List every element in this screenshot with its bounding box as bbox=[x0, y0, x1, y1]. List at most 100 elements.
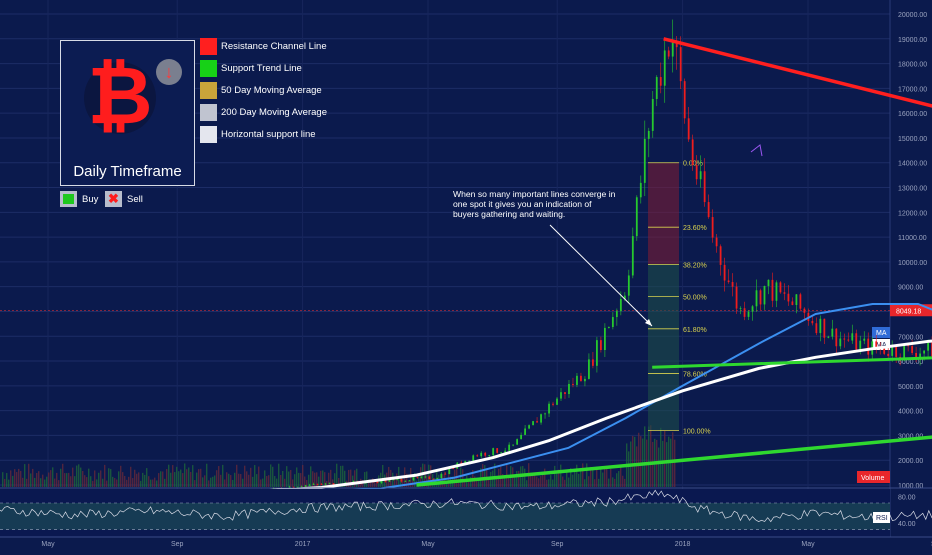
volume-bar bbox=[234, 472, 236, 487]
volume-bar bbox=[570, 468, 572, 487]
candle-body bbox=[560, 392, 562, 399]
candle-body bbox=[663, 50, 666, 86]
candle-body bbox=[915, 352, 918, 358]
volume-bar bbox=[344, 470, 346, 487]
volume-bar bbox=[268, 475, 270, 487]
volume-bar bbox=[198, 469, 200, 487]
volume-bar bbox=[288, 471, 290, 487]
volume-bar bbox=[638, 432, 640, 487]
candle-body bbox=[584, 378, 586, 382]
volume-bar bbox=[430, 465, 432, 487]
candle-body bbox=[911, 346, 914, 353]
fib-level-label: 61.80% bbox=[683, 327, 707, 334]
ma50-line bbox=[111, 303, 932, 497]
volume-bar bbox=[244, 465, 246, 487]
legend-label: 50 Day Moving Average bbox=[221, 85, 322, 96]
volume-bar bbox=[566, 469, 568, 487]
candle-body bbox=[883, 348, 886, 354]
candle-body bbox=[576, 375, 578, 385]
candle-body bbox=[316, 483, 319, 485]
volume-bar bbox=[576, 464, 578, 487]
volume-bar bbox=[266, 476, 268, 487]
candle-body bbox=[400, 479, 403, 482]
candle-body bbox=[324, 483, 327, 485]
candle-body bbox=[548, 403, 550, 414]
volume-bar bbox=[284, 478, 286, 487]
volume-bar bbox=[256, 474, 258, 487]
volume-bar bbox=[186, 469, 188, 487]
volume-bar bbox=[94, 470, 96, 487]
candle-body bbox=[799, 294, 802, 309]
volume-bar bbox=[660, 427, 662, 487]
candle-body bbox=[480, 452, 483, 457]
candle-body bbox=[596, 340, 598, 366]
candle-body bbox=[615, 311, 618, 318]
volume-bar bbox=[134, 469, 136, 487]
volume-bar bbox=[226, 472, 228, 487]
volume-bar bbox=[38, 471, 40, 487]
candle-body bbox=[775, 282, 778, 301]
volume-bar bbox=[180, 469, 182, 487]
candle-body bbox=[396, 479, 399, 480]
volume-bar bbox=[366, 471, 368, 487]
candle-body bbox=[520, 434, 522, 440]
volume-bar bbox=[176, 466, 178, 487]
volume-bar bbox=[140, 480, 142, 487]
volume-bar bbox=[494, 463, 496, 487]
volume-bar bbox=[222, 464, 224, 487]
candle-body bbox=[440, 473, 443, 479]
candle-body bbox=[655, 77, 658, 99]
candle-body bbox=[783, 292, 786, 294]
volume-bar bbox=[120, 465, 122, 487]
candle-body bbox=[564, 392, 566, 395]
fib-level-label: 38.20% bbox=[683, 262, 707, 269]
candle-body bbox=[424, 476, 427, 478]
candle-body bbox=[436, 478, 439, 480]
volume-bar bbox=[246, 471, 248, 487]
candle-body bbox=[492, 448, 495, 456]
legend-swatch bbox=[200, 38, 217, 55]
ma-tag-label: MA bbox=[876, 342, 887, 349]
x-tick-label: 2018 bbox=[675, 541, 691, 548]
sell-marker-icon: ✖ bbox=[105, 191, 122, 207]
y-tick-label: 5000.00 bbox=[898, 384, 923, 391]
candle-body bbox=[603, 327, 606, 351]
volume-bar bbox=[348, 469, 350, 487]
volume-bar bbox=[406, 473, 408, 487]
volume-bar bbox=[674, 439, 676, 487]
candle-body bbox=[703, 171, 706, 203]
fib-level-label: 50.00% bbox=[683, 295, 707, 302]
legend-item-horizontal-support: Horizontal support line bbox=[200, 126, 410, 144]
candle-body bbox=[863, 338, 866, 341]
volume-bar bbox=[98, 472, 100, 487]
volume-bar bbox=[184, 463, 186, 487]
volume-bar bbox=[34, 477, 36, 487]
candle-body bbox=[536, 421, 538, 423]
volume-bar bbox=[290, 470, 292, 487]
volume-bar bbox=[192, 465, 194, 487]
volume-bar bbox=[322, 470, 324, 487]
fib-level-label: 23.60% bbox=[683, 225, 707, 232]
y-tick-label: 4000.00 bbox=[898, 409, 923, 416]
volume-bar bbox=[662, 440, 664, 487]
ma-tag bbox=[872, 339, 890, 350]
volume-bar bbox=[488, 478, 490, 487]
candle-body bbox=[412, 477, 415, 481]
y-tick-label: 10000.00 bbox=[898, 260, 927, 267]
volume-bar bbox=[372, 478, 374, 487]
volume-bar bbox=[4, 478, 6, 487]
volume-bar bbox=[580, 467, 582, 487]
volume-bar bbox=[572, 474, 574, 487]
candle-body bbox=[691, 139, 694, 165]
candle-body bbox=[376, 481, 379, 483]
volume-bar bbox=[610, 468, 612, 487]
volume-bar bbox=[624, 478, 626, 487]
volume-bar bbox=[276, 478, 278, 487]
candle-body bbox=[683, 81, 686, 119]
volume-bar bbox=[394, 479, 396, 487]
volume-bar bbox=[564, 479, 566, 487]
volume-bar bbox=[496, 476, 498, 487]
volume-bar bbox=[614, 478, 616, 487]
volume-bar bbox=[220, 474, 222, 487]
volume-bar bbox=[502, 474, 504, 487]
